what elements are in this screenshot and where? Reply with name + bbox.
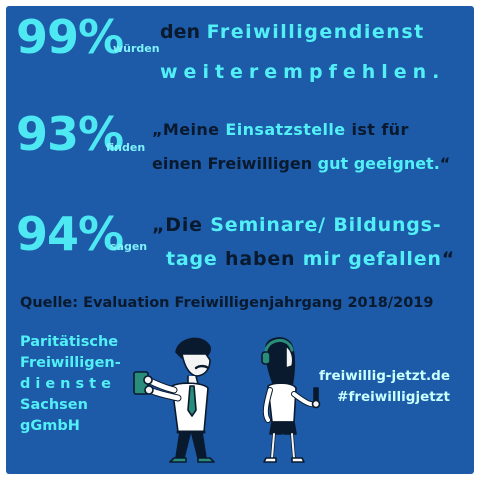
stat-verb: sagen <box>110 240 148 253</box>
hashtag: #freiwilligjetzt <box>337 389 450 405</box>
stat-percent: 99% <box>16 10 124 64</box>
organization-name: Paritätische Freiwilligen- dienste Sachs… <box>20 332 150 437</box>
statement-line: weiterempfehlen. <box>160 63 445 82</box>
organization-line: Paritätische <box>20 334 119 350</box>
stat-percent: 94% <box>16 207 124 261</box>
statement-segment: den <box>160 21 207 43</box>
statement-segment: einen Freiwilligen <box>152 154 318 173</box>
statement-segment: ist für <box>351 120 409 139</box>
statement-line: den Freiwilligendienst <box>160 23 425 42</box>
statement-segment: haben <box>225 248 303 270</box>
stat-percent: 93% <box>16 107 124 161</box>
statement-segment: Freiwilligendienst <box>206 21 425 43</box>
woman-headphones-illustration <box>261 337 321 463</box>
statement-line: „Die Seminare/ Bildungs- <box>152 216 441 235</box>
statement-segment: „Meine <box>152 120 226 139</box>
statement-segment: “ <box>439 154 451 173</box>
statement-segment: tage <box>166 248 226 270</box>
organization-line: Freiwilligen- <box>20 355 121 371</box>
statement-line: tage haben mir gefallen“ <box>166 250 455 269</box>
contact-block: freiwillig-jetzt.de #freiwilligjetzt <box>319 366 450 408</box>
statement-segment: mir gefallen <box>302 248 442 270</box>
statement-segment: „Die <box>152 214 211 236</box>
website-link[interactable]: freiwillig-jetzt.de <box>318 368 450 384</box>
statement-segment: gut geeignet. <box>317 154 440 173</box>
statement-segment: Einsatzstelle <box>225 120 352 139</box>
organization-line: dienste <box>20 376 116 392</box>
source-note: Quelle: Evaluation Freiwilligenjahrgang … <box>20 295 434 311</box>
illustration-people <box>133 337 321 463</box>
statement-segment: “ <box>441 248 456 270</box>
man-photographing-illustration <box>133 337 215 463</box>
statement-segment: Seminare/ Bildungs- <box>210 214 442 236</box>
stat-verb: finden <box>106 141 146 154</box>
organization-line: Sachsen gGmbH <box>20 397 88 434</box>
statement-line: „Meine Einsatzstelle ist für <box>152 122 409 138</box>
stat-verb: würden <box>113 42 160 55</box>
statement-segment: weiterempfehlen. <box>160 61 446 83</box>
poster-panel: 99% würden den Freiwilligendienst weiter… <box>6 6 474 474</box>
statement-line: einen Freiwilligen gut geeignet.“ <box>152 156 450 172</box>
